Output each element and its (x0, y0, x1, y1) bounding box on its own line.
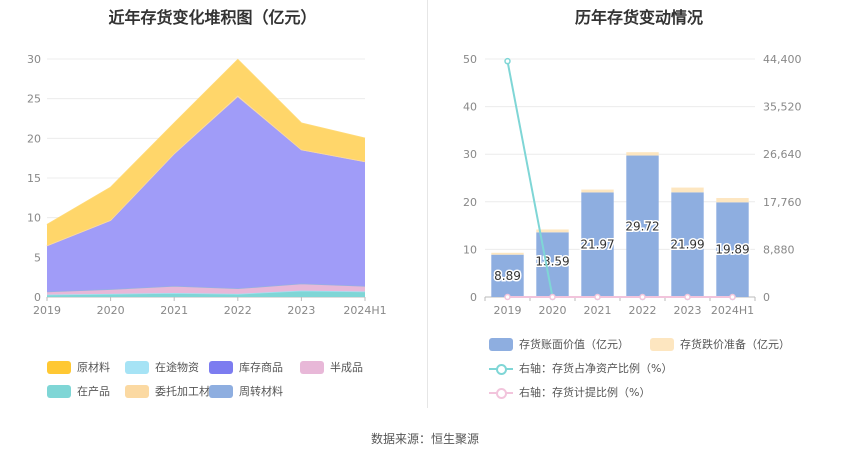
right-y-tick-label: 10 (463, 243, 477, 256)
legend-swatch (47, 384, 71, 398)
left-legend-item[interactable]: 半成品 (300, 359, 363, 375)
legend-label: 周转材料 (239, 385, 283, 398)
legend-label: 右轴：存货计提比例（%） (519, 386, 651, 399)
legend-label: 半成品 (330, 361, 363, 374)
legend-label: 存货账面价值（亿元） (519, 338, 629, 351)
area-series-2 (47, 283, 365, 295)
legend-label: 右轴：存货占净资产比例（%） (519, 362, 673, 375)
left-x-tick-label: 2019 (33, 304, 61, 317)
legend-label: 在途物资 (155, 361, 199, 374)
bar-impairment-provision (536, 229, 569, 233)
line-point-1 (639, 293, 646, 301)
bar-data-label: 8.89 (494, 269, 521, 283)
legend-swatch (209, 384, 233, 398)
bar-book-value (581, 192, 614, 297)
bar-impairment-provision (491, 252, 524, 255)
right-y-tick-label: 50 (463, 53, 477, 66)
right-y2-tick-label: 8,880 (763, 243, 795, 256)
left-x-tick-label: 2021 (160, 304, 188, 317)
bar-book-value (626, 155, 659, 297)
left-x-tick-label: 2022 (224, 304, 252, 317)
area-series-5 (47, 95, 365, 247)
legend-swatch (209, 360, 233, 374)
legend-swatch (47, 360, 71, 374)
legend-label: 在产品 (77, 385, 110, 398)
left-x-tick-label: 2024H1 (343, 304, 386, 317)
bar-book-value (671, 192, 704, 297)
left-y-tick-label: 30 (27, 53, 41, 66)
bar-impairment-provision (581, 189, 614, 193)
right-y2-tick-label: 26,640 (763, 148, 802, 161)
bar-impairment-provision (626, 152, 659, 156)
bar-impairment-provision (671, 187, 704, 193)
bar-book-value (716, 202, 749, 297)
legend-swatch (489, 386, 513, 399)
line-point-1 (729, 293, 736, 301)
right-y-tick-label: 40 (463, 101, 477, 114)
left-chart-title: 近年存货变化堆积图（亿元） (108, 8, 317, 27)
data-source-note: 数据来源：恒生聚源 (370, 432, 479, 446)
legend-label: 委托加工材料 (155, 385, 221, 398)
right-x-tick-label: 2024H1 (711, 304, 754, 317)
legend-label: 库存商品 (239, 361, 283, 374)
legend-swatch (125, 384, 149, 398)
left-legend-item[interactable]: 在产品 (47, 383, 110, 399)
left-y-tick-label: 10 (27, 212, 41, 225)
bar-data-label: 13.59 (535, 254, 569, 268)
right-y2-tick-label: 0 (763, 291, 770, 304)
legend-swatch (489, 362, 513, 375)
bar-data-label: 19.89 (715, 243, 749, 257)
right-legend-item[interactable]: 右轴：存货占净资产比例（%） (489, 360, 672, 376)
left-y-tick-label: 15 (27, 172, 41, 185)
left-x-tick-label: 2023 (287, 304, 315, 317)
bar-book-value (491, 254, 524, 297)
right-x-tick-label: 2023 (674, 304, 702, 317)
charts-canvas: 0 5 10 15 20 25 30 2019 2020 2021 2022 2023 2024H1 0 0… (27, 53, 802, 317)
right-y-tick-label: 0 (470, 291, 477, 304)
chart-divider (427, 0, 428, 408)
right-x-tick-label: 2021 (584, 304, 612, 317)
right-x-tick-label: 2020 (539, 304, 567, 317)
left-y-tick-label: 5 (34, 251, 41, 264)
left-legend-item[interactable]: 原材料 (47, 359, 110, 375)
line-point-1 (594, 293, 601, 301)
left-legend-item[interactable]: 委托加工材料 (125, 383, 221, 399)
legend-label: 原材料 (77, 361, 110, 374)
left-legend-item[interactable]: 在途物资 (125, 359, 199, 375)
right-y2-tick-label: 35,520 (763, 101, 802, 114)
bar-data-label: 21.97 (580, 238, 614, 252)
right-y-tick-label: 20 (463, 196, 477, 209)
bar-data-label: 21.99 (670, 238, 704, 252)
line-point-1 (549, 293, 556, 301)
right-chart-title: 历年存货变动情况 (574, 8, 703, 27)
bar-impairment-provision (716, 198, 749, 203)
bar-data-label: 29.72 (625, 219, 659, 233)
left-legend-item[interactable]: 库存商品 (209, 359, 283, 375)
area-series-4 (47, 97, 365, 292)
left-y-tick-label: 0 (34, 291, 41, 304)
right-legend-item[interactable]: 存货账面价值（亿元） (489, 336, 629, 352)
right-legend-item[interactable]: 右轴：存货计提比例（%） (489, 384, 650, 400)
line-point-1 (504, 293, 511, 301)
right-x-tick-label: 2019 (494, 304, 522, 317)
right-y2-tick-label: 44,400 (763, 53, 802, 66)
area-series-edge-6 (46, 58, 366, 226)
right-y2-tick-label: 17,760 (763, 196, 802, 209)
line-point-0 (504, 57, 511, 65)
left-y-tick-label: 20 (27, 132, 41, 145)
right-x-tick-label: 2022 (629, 304, 657, 317)
left-x-tick-label: 2020 (97, 304, 125, 317)
right-legend-item[interactable]: 存货跌价准备（亿元） (650, 336, 790, 352)
right-y-tick-label: 30 (463, 148, 477, 161)
legend-swatch (300, 360, 324, 374)
left-y-tick-label: 25 (27, 93, 41, 106)
legend-swatch (489, 337, 513, 351)
legend-swatch (125, 360, 149, 374)
legend-swatch (650, 337, 674, 351)
legend-label: 存货跌价准备（亿元） (680, 338, 790, 351)
left-legend-item[interactable]: 周转材料 (209, 383, 283, 399)
area-series-edge-5 (46, 94, 366, 247)
line-point-1 (684, 293, 691, 301)
area-series-6 (47, 59, 365, 246)
